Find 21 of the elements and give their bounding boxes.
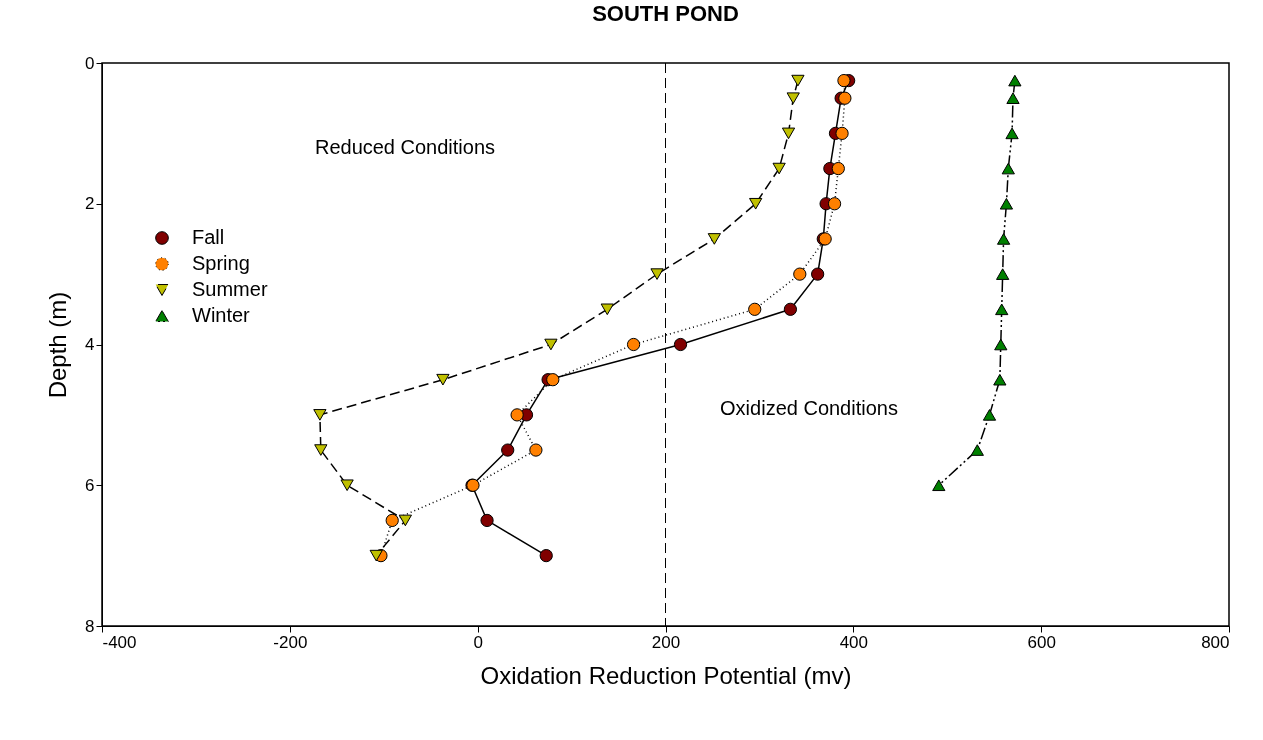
legend-label: Summer bbox=[192, 278, 268, 300]
legend-label: Winter bbox=[192, 304, 251, 326]
x-tick-label: 800 bbox=[1201, 632, 1230, 652]
y-tick-label: 8 bbox=[85, 616, 95, 636]
x-tick-label: 200 bbox=[651, 632, 681, 652]
chart-title: SOUTH POND bbox=[592, 1, 739, 26]
x-tick-label: 600 bbox=[1027, 632, 1056, 652]
annotation: Reduced Conditions bbox=[314, 136, 496, 158]
y-tick-label: 4 bbox=[85, 335, 95, 354]
y-tick-label: 6 bbox=[85, 475, 95, 495]
x-axis-title: Oxidation Reduction Potential (mv) bbox=[480, 661, 852, 689]
legend-label: Fall bbox=[192, 226, 225, 248]
x-tick-label: 0 bbox=[473, 632, 483, 652]
annotation: Oxidized Conditions bbox=[720, 397, 898, 419]
x-tick-label: -200 bbox=[273, 632, 308, 652]
x-tick-label: -400 bbox=[102, 632, 137, 652]
legend-label: Spring bbox=[192, 252, 250, 274]
y-axis-title: Depth (m) bbox=[44, 291, 72, 399]
y-tick-label: 2 bbox=[85, 194, 95, 214]
y-tick-label: 0 bbox=[85, 53, 95, 73]
x-tick-label: 400 bbox=[839, 632, 869, 652]
